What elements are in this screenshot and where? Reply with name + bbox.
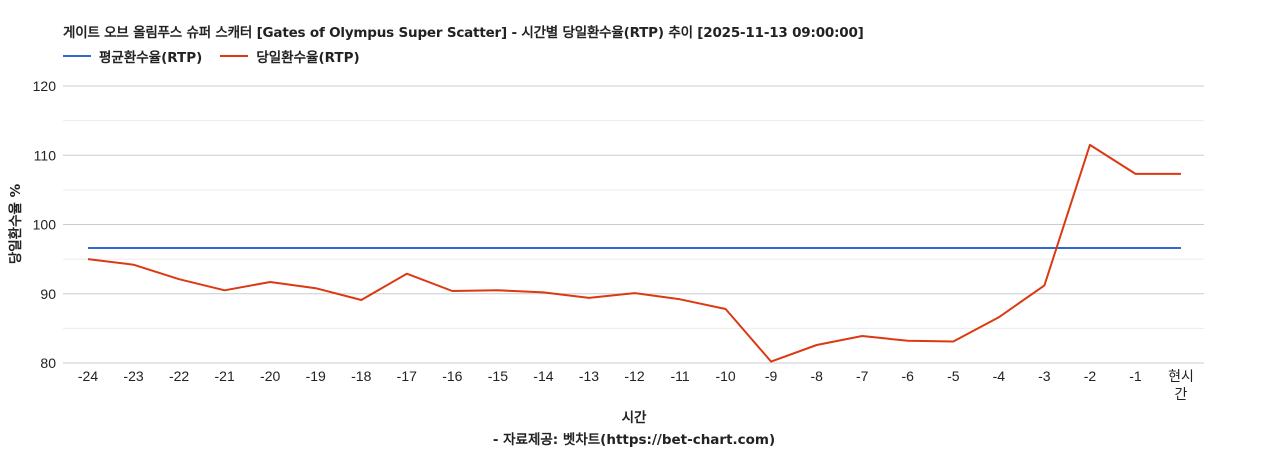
x-tick-label: -2 [1084, 368, 1097, 384]
data-series [87, 143, 1181, 363]
y-tick-label: 120 [33, 78, 57, 94]
data-source-credit: - 자료제공: 벳차트(https://bet-chart.com) [492, 432, 776, 448]
x-tick-label: 현시 [1168, 369, 1194, 385]
chart-title: 게이트 오브 올림푸스 슈퍼 스캐터 [Gates of Olympus Sup… [63, 25, 864, 41]
x-tick-label: -13 [579, 368, 599, 384]
x-axis-ticks: -24 -23 -22 -21 -20 -19 -18 -17 -16 -15 -14 -13 -12 -… [78, 368, 1194, 403]
x-tick-label: -20 [260, 368, 280, 384]
x-tick-label: -21 [215, 368, 235, 384]
x-tick-label: -10 [715, 368, 735, 384]
legend-item-average-rtp[interactable]: 평균환수율(RTP) [63, 46, 202, 66]
x-tick-label: -4 [993, 368, 1006, 384]
legend-label-average: 평균환수율(RTP) [99, 50, 203, 66]
x-axis-title: 시간 [621, 410, 647, 426]
y-axis-ticks: 80 90 100 110 120 [33, 78, 57, 371]
x-tick-label: -5 [947, 368, 960, 384]
x-tick-label: -7 [856, 368, 869, 384]
x-tick-label: -11 [670, 368, 689, 384]
daily-rtp-line[interactable] [87, 143, 1181, 363]
y-tick-label: 80 [40, 355, 56, 371]
y-tick-label: 100 [33, 217, 57, 233]
x-tick-label: -24 [78, 368, 98, 384]
chart-legend: 평균환수율(RTP) 당일환수율(RTP) [63, 46, 378, 66]
legend-swatch-average-icon [63, 55, 91, 57]
x-tick-label: -17 [397, 368, 417, 384]
x-tick-label: -16 [442, 368, 462, 384]
x-tick-label: -8 [810, 368, 823, 384]
legend-label-daily: 당일환수율(RTP) [256, 50, 360, 66]
x-tick-label: -3 [1038, 368, 1051, 384]
x-tick-label: -15 [488, 368, 508, 384]
x-tick-label: -14 [533, 368, 553, 384]
x-tick-label: -12 [624, 368, 644, 384]
x-tick-label: -19 [306, 368, 326, 384]
y-tick-label: 90 [40, 286, 56, 302]
x-tick-label-cont: 간 [1175, 387, 1188, 403]
legend-swatch-daily-icon [220, 55, 249, 57]
x-tick-label: -1 [1129, 368, 1142, 384]
x-tick-label: -18 [351, 368, 371, 384]
x-tick-label: -9 [765, 368, 778, 384]
x-tick-label: -23 [123, 368, 143, 384]
x-tick-label: -22 [169, 368, 189, 384]
legend-item-daily-rtp[interactable]: 당일환수율(RTP) [220, 46, 360, 66]
gridlines [63, 85, 1204, 364]
x-tick-label: -6 [902, 368, 915, 384]
y-tick-label: 110 [34, 147, 57, 163]
